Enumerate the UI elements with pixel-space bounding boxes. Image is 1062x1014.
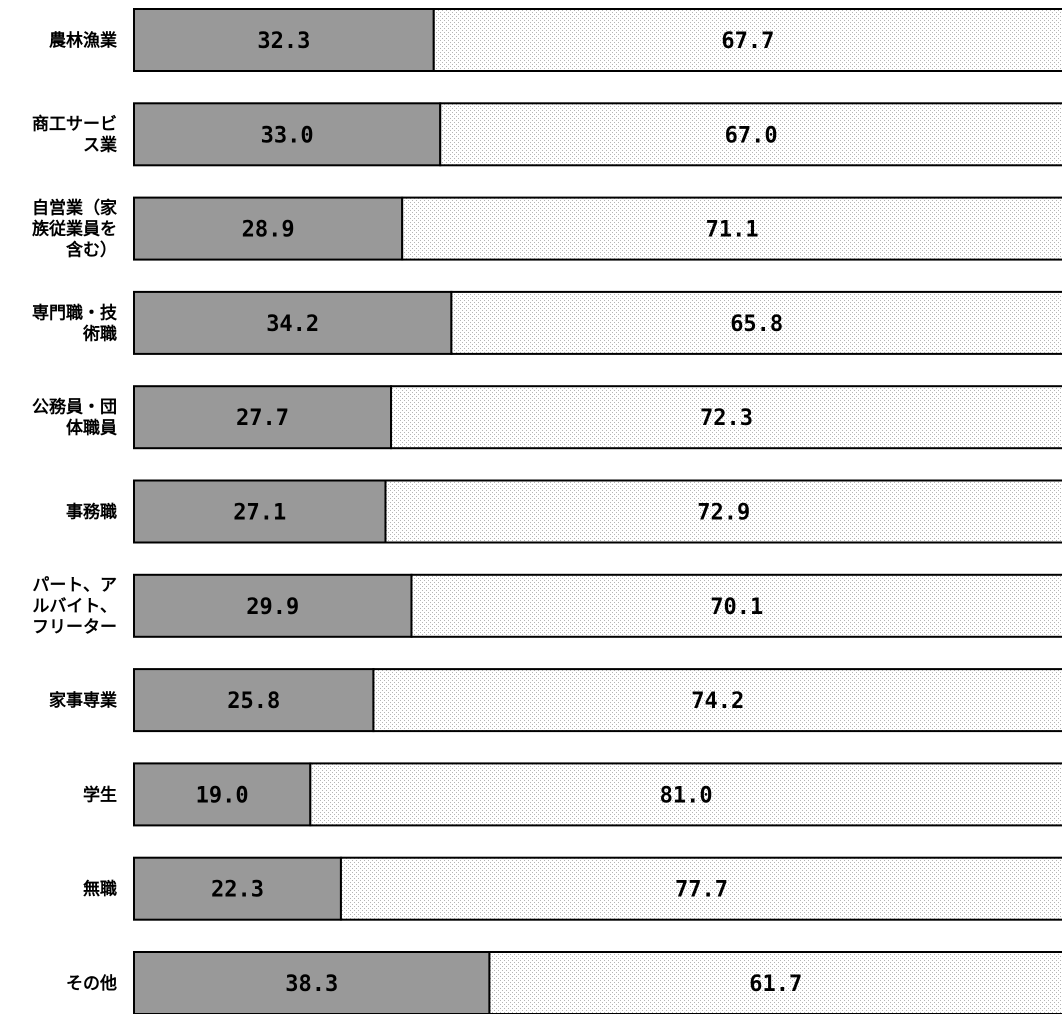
bar-segment-series-1: [133, 479, 387, 544]
category-label: 商工サービス業: [32, 114, 117, 156]
bar-segment-series-1: [133, 8, 435, 72]
data-label-series-2: 61.7: [749, 972, 802, 997]
data-label-series-1: 33.0: [261, 123, 314, 148]
data-label-series-1: 27.1: [233, 501, 286, 526]
data-label-series-2: 72.3: [700, 406, 753, 431]
category-label: 自営業（家族従業員を含む）: [32, 197, 117, 260]
data-label-series-2: 67.0: [725, 123, 778, 148]
category-label: 農林漁業: [49, 30, 117, 51]
category-label: 無職: [83, 879, 117, 900]
bar-segment-series-1: [133, 385, 393, 450]
bar-segment-series-2: [401, 196, 1062, 261]
bar-segment-series-1: [133, 951, 491, 1014]
data-label-series-2: 77.7: [675, 878, 728, 903]
data-label-series-2: 65.8: [730, 312, 783, 337]
bars-group: 32.3 67.7 33.0 67.0 28.9 71.1 34.2 65.8 27.7 72.3…: [133, 8, 1062, 1014]
bar-segment-series-2: [390, 385, 1062, 450]
category-label: その他: [66, 973, 117, 994]
data-label-series-2: 74.2: [691, 689, 744, 714]
category-label: 専門職・技術職: [32, 302, 118, 344]
data-label-series-1: 29.9: [246, 595, 299, 620]
bar-segment-series-1: [133, 102, 442, 167]
data-label-series-1: 32.3: [257, 29, 310, 54]
bar-segment-series-2: [309, 762, 1062, 827]
data-label-series-1: 22.3: [211, 878, 264, 903]
category-label: 公務員・団体職員: [32, 397, 117, 439]
data-label-series-2: 72.9: [697, 501, 750, 526]
bar-segment-series-2: [384, 479, 1062, 544]
data-label-series-2: 81.0: [660, 783, 713, 808]
category-label: パート、アルバイト、フリーター: [32, 576, 117, 638]
bar-segment-series-2: [439, 102, 1062, 167]
data-label-series-1: 34.2: [266, 312, 319, 337]
data-label-series-1: 19.0: [196, 783, 249, 808]
data-label-series-1: 38.3: [285, 972, 338, 997]
data-label-series-2: 70.1: [710, 595, 763, 620]
category-label: 家事専業: [49, 690, 117, 711]
bar-segment-series-2: [450, 290, 1062, 355]
bar-segment-series-1: [133, 668, 375, 733]
bar-segment-series-2: [339, 856, 1062, 921]
bar-segment-series-2: [488, 951, 1062, 1014]
bar-segment-series-1: [133, 573, 413, 638]
data-label-series-1: 27.7: [236, 406, 289, 431]
data-label-series-2: 67.7: [721, 29, 774, 54]
bar-segment-series-1: [133, 290, 453, 355]
bar-segment-series-1: [133, 856, 342, 921]
category-label: 学生: [83, 784, 117, 805]
category-label: 事務職: [66, 501, 117, 522]
bar-segment-series-2: [372, 668, 1062, 733]
data-label-series-1: 25.8: [227, 689, 280, 714]
bar-segment-series-2: [432, 8, 1062, 72]
data-label-series-2: 71.1: [706, 218, 759, 243]
bar-segment-series-2: [410, 573, 1062, 638]
data-label-series-1: 28.9: [242, 218, 295, 243]
